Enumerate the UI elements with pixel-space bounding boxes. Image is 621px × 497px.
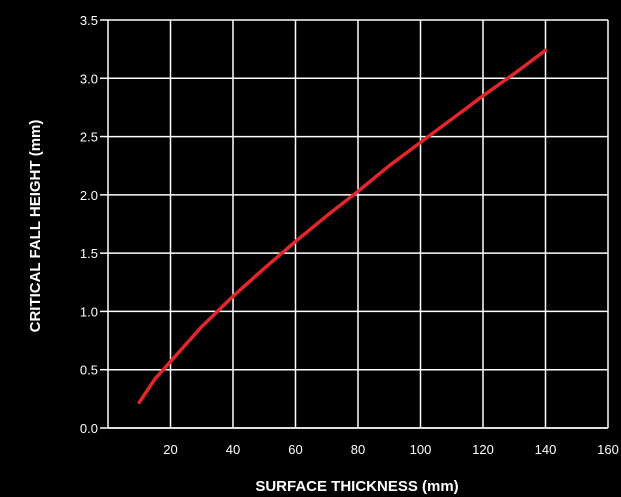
x-tick-label: 80 bbox=[351, 442, 365, 457]
series-group bbox=[137, 48, 548, 405]
x-tick-label: 40 bbox=[226, 442, 240, 457]
x-tick-label: 60 bbox=[288, 442, 302, 457]
x-tick-label: 120 bbox=[472, 442, 494, 457]
y-tick-label: 2.0 bbox=[80, 188, 98, 203]
x-tick-label: 160 bbox=[597, 442, 619, 457]
y-tick-label: 0.5 bbox=[80, 363, 98, 378]
y-tick-label: 0.0 bbox=[80, 421, 98, 436]
y-tick-labels: 0.0 0.5 1.0 1.5 2.0 2.5 3.0 3.5 bbox=[80, 13, 98, 436]
y-tick-label: 2.5 bbox=[80, 130, 98, 145]
y-tick-label: 1.0 bbox=[80, 304, 98, 319]
series-line bbox=[137, 48, 548, 405]
x-axis-label: SURFACE THICKNESS (mm) bbox=[255, 478, 458, 495]
y-axis-label: CRITICAL FALL HEIGHT (mm) bbox=[27, 120, 44, 333]
grid bbox=[100, 19, 609, 429]
y-tick-label: 3.5 bbox=[80, 13, 98, 28]
x-tick-label: 100 bbox=[410, 442, 432, 457]
x-tick-labels: 20 40 60 80 100 120 140 160 bbox=[163, 442, 619, 457]
x-tick-label: 20 bbox=[163, 442, 177, 457]
x-tick-label: 140 bbox=[535, 442, 557, 457]
y-tick-label: 3.0 bbox=[80, 71, 98, 86]
y-tick-label: 1.5 bbox=[80, 246, 98, 261]
